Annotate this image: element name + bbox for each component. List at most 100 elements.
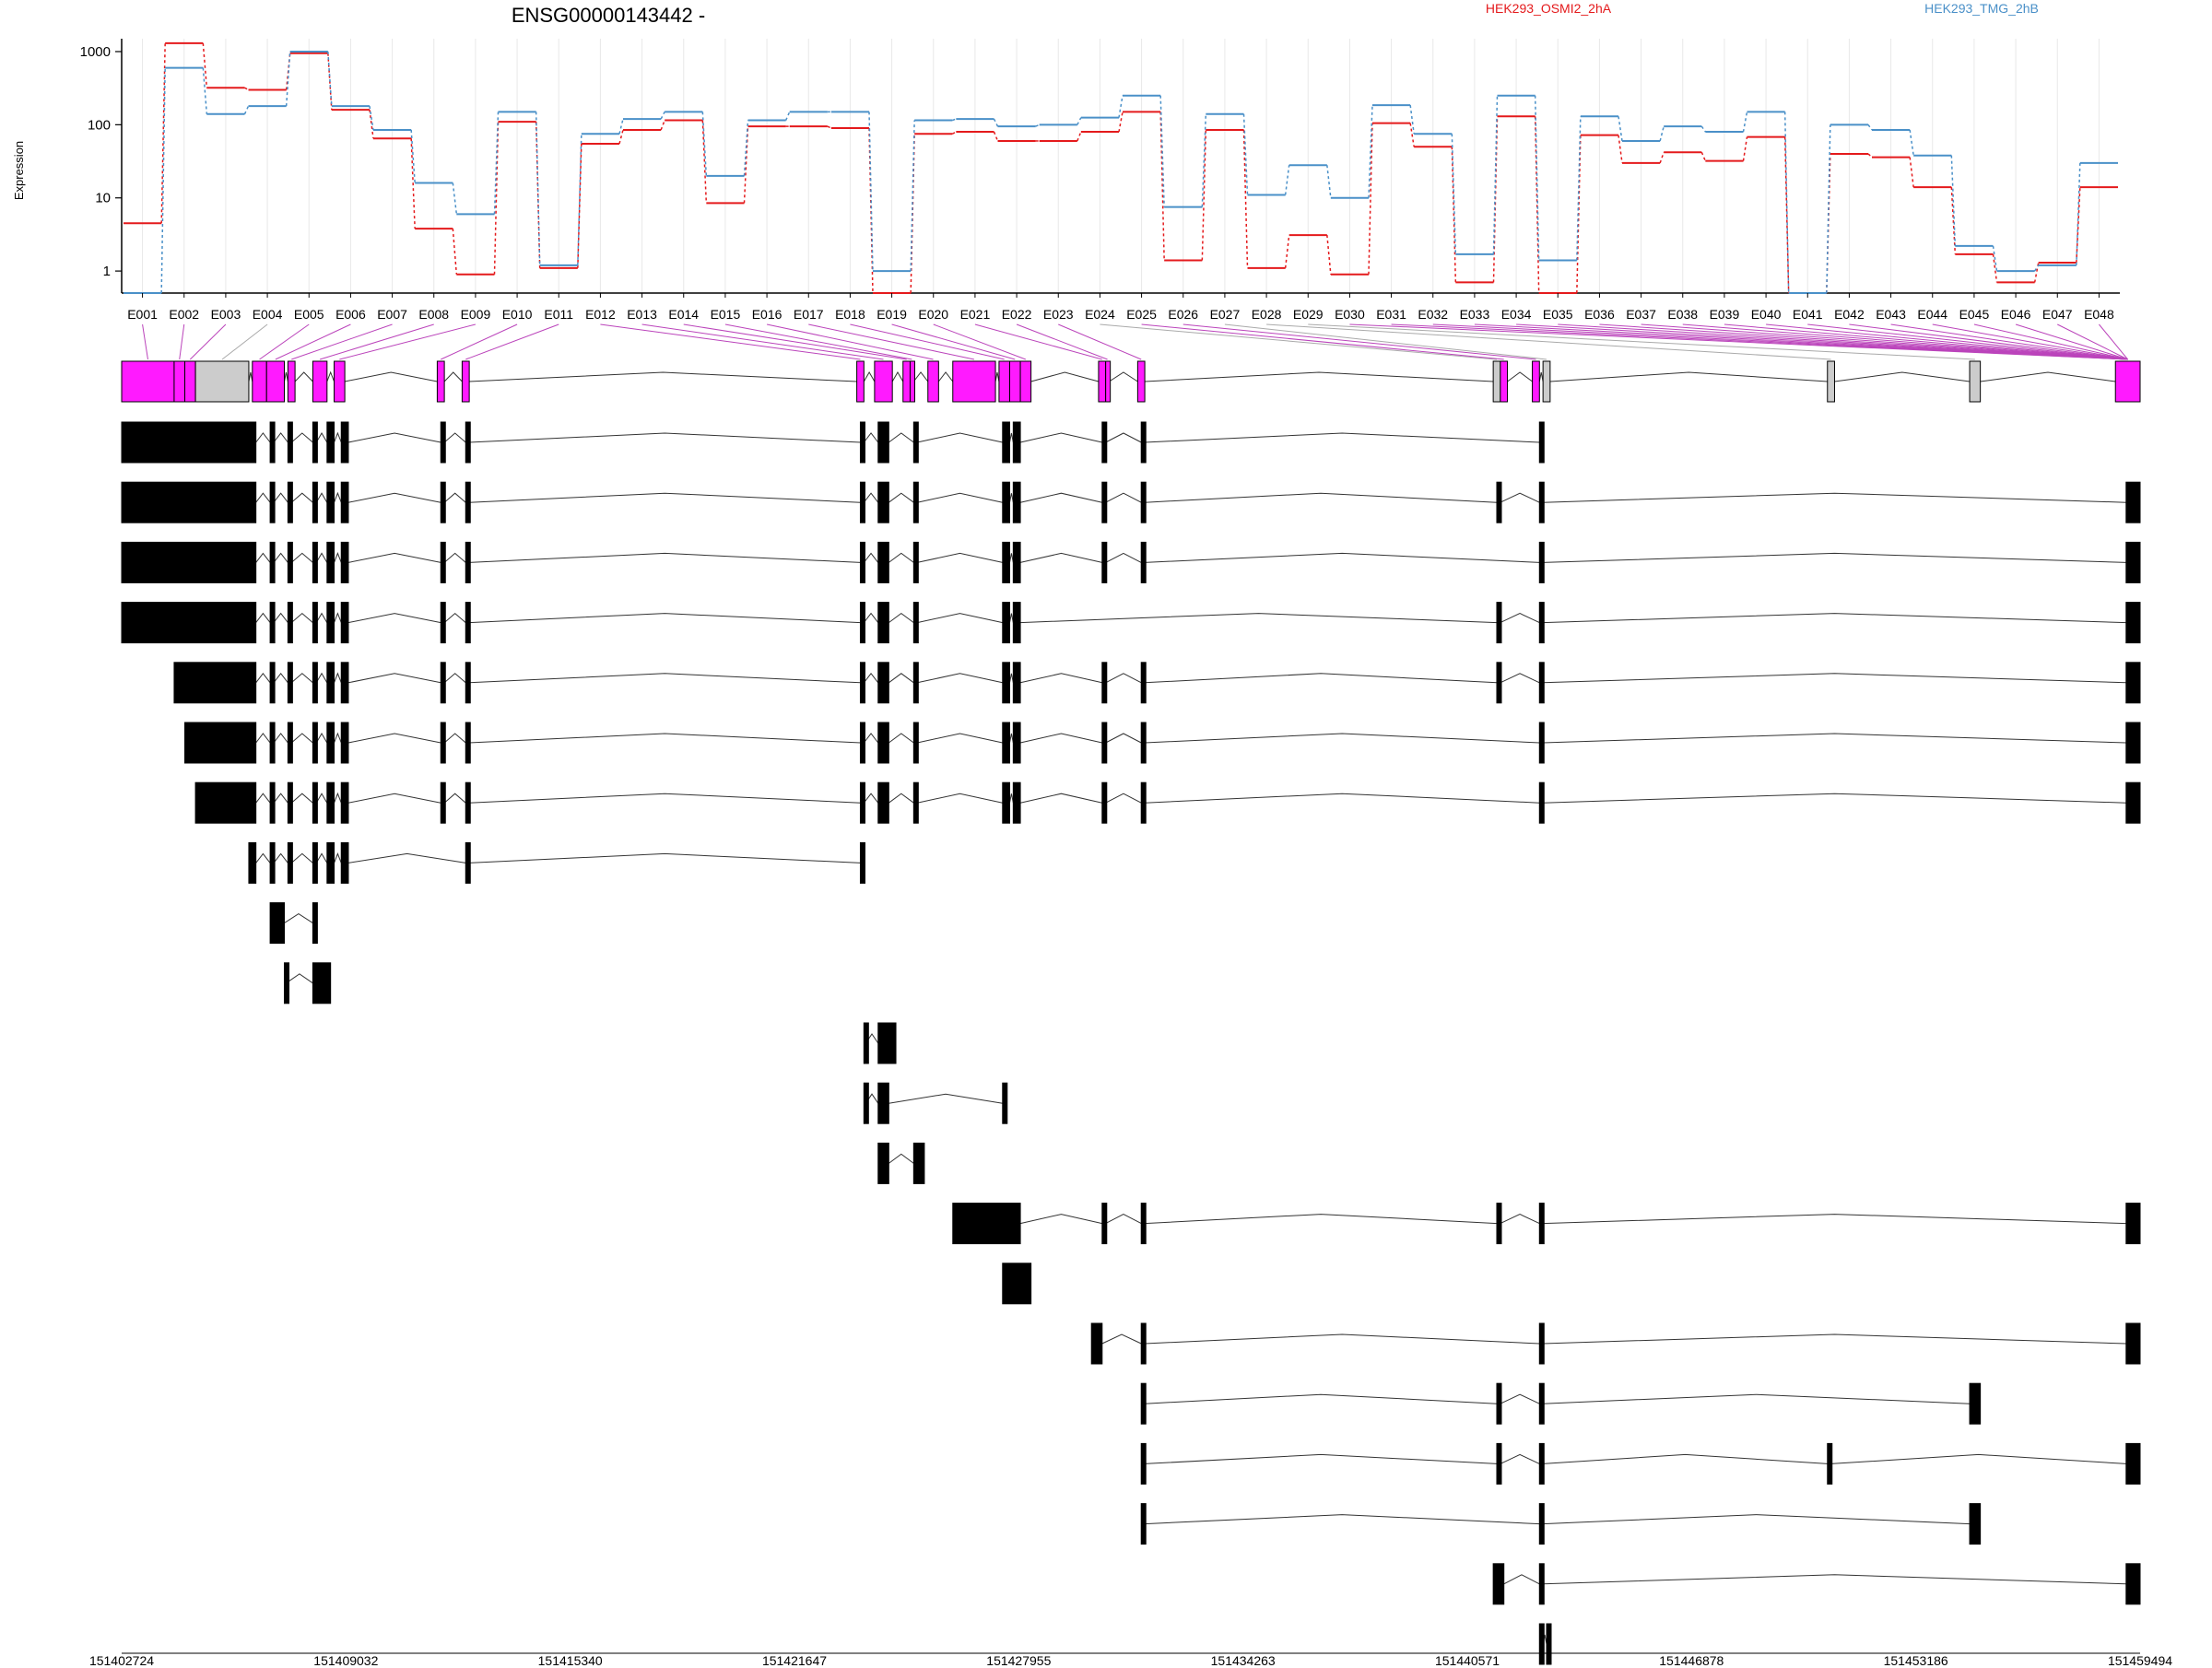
transcript-8-intron-4: [334, 852, 342, 863]
transcript-21: [1538, 1623, 1552, 1665]
x-tick-label-E022: E022: [1002, 307, 1032, 322]
transcript-20-exon-0: [1492, 1563, 1505, 1605]
connector-E023: [1058, 323, 1142, 360]
transcript-2-exon-6: [440, 481, 446, 523]
exon-track-model-intron-22: [1145, 371, 1494, 382]
transcript-18-intron-2: [1543, 1453, 1828, 1464]
transcript-3-exon-0: [121, 541, 257, 583]
transcript-8-intron-0: [255, 852, 271, 863]
plot-grid: [142, 39, 2100, 293]
transcript-6-exon-15: [1538, 722, 1545, 764]
connector-E027: [1224, 323, 1547, 360]
series-0-link-E006: [369, 110, 374, 139]
transcript-1-exon-12: [1012, 421, 1021, 464]
transcript-15-exon-0: [1002, 1263, 1032, 1305]
transcript-14-intron-4: [1543, 1214, 2126, 1225]
transcript-3-exon-1: [269, 541, 276, 583]
transcript-7-exon-11: [1002, 781, 1010, 824]
x-tick-label-E035: E035: [1543, 307, 1573, 322]
connector-E028: [1266, 323, 1831, 360]
series-1-link-E008: [452, 182, 458, 215]
transcript-7-exon-7: [465, 781, 471, 824]
transcript-4-exon-6: [440, 602, 446, 644]
transcript-2-exon-14: [1140, 481, 1147, 523]
transcript-6-intron-6: [443, 733, 466, 744]
transcript-16-exon-2: [1538, 1322, 1545, 1365]
transcript-9: [269, 902, 318, 945]
transcript-13-intron-0: [888, 1153, 914, 1164]
transcript-5-exon-7: [465, 662, 471, 704]
transcript-3-intron-3: [315, 552, 328, 563]
transcript-5-intron-3: [315, 672, 328, 684]
transcript-6-intron-7: [469, 733, 861, 744]
transcript-4-exon-0: [121, 602, 257, 644]
transcript-14: [952, 1203, 2141, 1245]
transcript-20-intron-1: [1543, 1574, 2126, 1585]
transcript-9-exon-1: [312, 902, 318, 945]
exon-track-model-intron-24: [1507, 371, 1533, 382]
transcript-1-exon-13: [1101, 421, 1108, 464]
transcript-6-intron-8: [863, 733, 879, 744]
transcript-8-exon-4: [326, 841, 335, 884]
transcript-4-exon-15: [2125, 602, 2141, 644]
transcript-18-exon-0: [1140, 1442, 1147, 1485]
transcript-5-intron-15: [1500, 673, 1540, 684]
x-tick-label-E012: E012: [585, 307, 616, 322]
chart-title: ENSG00000143442 -: [512, 4, 705, 27]
transcript-6-intron-2: [290, 733, 313, 744]
series-1-link-E010: [535, 112, 541, 265]
series-0-link-E023: [1077, 131, 1082, 142]
exon-track-model-exon-1: [173, 360, 186, 403]
transcript-3-exon-4: [326, 541, 335, 583]
transcript-20: [1492, 1563, 2141, 1605]
series-0-link-E012: [618, 129, 624, 145]
transcript-3-intron-2: [290, 552, 313, 563]
transcript-15: [1002, 1263, 1032, 1305]
transcript-6-exon-5: [340, 722, 349, 764]
transcript-7-intron-12: [1019, 793, 1102, 804]
transcript-8-exon-5: [340, 841, 349, 884]
series-0-link-E027: [1242, 129, 1249, 268]
exon-track-model-exon-14: [909, 360, 915, 403]
exon-track-model: [121, 360, 2141, 403]
series-1-link-E020: [952, 118, 957, 122]
transcript-13: [877, 1142, 925, 1184]
transcript-7-intron-5: [347, 793, 441, 804]
transcript-2-intron-11: [1009, 493, 1014, 503]
exon-track-model-intron-16: [994, 371, 1000, 382]
transcript-1-exon-1: [269, 421, 276, 464]
series-0-link-E024: [1118, 112, 1124, 133]
transcript-5-intron-14: [1145, 673, 1498, 684]
transcript-3-exon-8: [859, 541, 865, 583]
transcript-8-intron-3: [315, 852, 328, 863]
connector-E046: [2015, 323, 2128, 360]
x-tick-label-E030: E030: [1335, 307, 1365, 322]
transcript-6-exon-6: [440, 722, 446, 764]
x-tick-label-E038: E038: [1667, 307, 1698, 322]
genomic-axis: 151402724 151409032 151415340 151421647 1514…: [89, 1652, 2172, 1668]
transcript-4-intron-10: [917, 613, 1003, 624]
transcript-7: [194, 781, 2141, 824]
exon-track-model-exon-20: [1098, 360, 1107, 403]
exon-track-model-intron-6: [294, 371, 313, 382]
transcript-6-exon-11: [1002, 722, 1010, 764]
transcript-7-intron-8: [863, 793, 879, 804]
transcript-1: [121, 421, 1545, 464]
transcript-2-intron-0: [255, 492, 271, 503]
exon-track-model-exon-25: [1532, 360, 1540, 403]
x-tick-label-E001: E001: [127, 307, 158, 322]
series-1-link-E036: [1618, 116, 1623, 142]
transcript-14-exon-0: [952, 1203, 1021, 1245]
transcript-5-intron-6: [443, 673, 466, 684]
transcript-1-intron-8: [863, 432, 879, 443]
connector-E042: [1849, 323, 2128, 360]
transcript-1-intron-6: [443, 432, 466, 443]
transcript-17-intron-0: [1145, 1393, 1498, 1404]
transcript-2-intron-14: [1145, 492, 1498, 503]
x-tick-label-E017: E017: [794, 307, 824, 322]
transcript-18-exon-2: [1538, 1442, 1545, 1485]
exon-track-model-exon-6: [287, 360, 296, 403]
x-tick-label-E026: E026: [1168, 307, 1198, 322]
transcript-7-exon-9: [877, 781, 889, 824]
transcript-7-exon-13: [1101, 781, 1108, 824]
